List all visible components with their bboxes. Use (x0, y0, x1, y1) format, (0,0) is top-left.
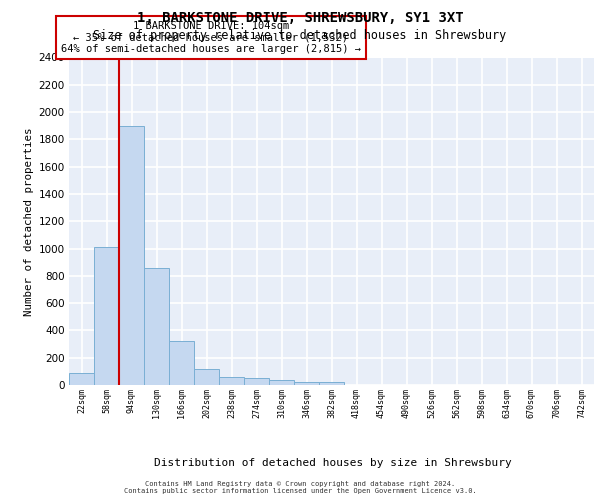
Bar (69, 372, 94, 385)
Text: 1, BARKSTONE DRIVE, SHREWSBURY, SY1 3XT: 1, BARKSTONE DRIVE, SHREWSBURY, SY1 3XT (137, 11, 463, 25)
Bar (269, 380, 294, 385)
Text: 1 BARKSTONE DRIVE: 104sqm
← 35% of detached houses are smaller (1,532)
64% of se: 1 BARKSTONE DRIVE: 104sqm ← 35% of detac… (61, 21, 361, 54)
Bar (94, 247, 119, 385)
Bar (219, 378, 244, 385)
Bar (119, 126, 144, 385)
Bar (194, 370, 219, 385)
Text: Size of property relative to detached houses in Shrewsbury: Size of property relative to detached ho… (94, 28, 506, 42)
Y-axis label: Number of detached properties: Number of detached properties (25, 127, 34, 316)
Bar (244, 378, 269, 385)
Bar (169, 342, 194, 385)
Bar (144, 268, 169, 385)
Text: Contains HM Land Registry data © Crown copyright and database right 2024.
Contai: Contains HM Land Registry data © Crown c… (124, 481, 476, 494)
Text: Distribution of detached houses by size in Shrewsbury: Distribution of detached houses by size … (154, 458, 512, 468)
Bar (319, 382, 344, 385)
Bar (294, 382, 319, 385)
